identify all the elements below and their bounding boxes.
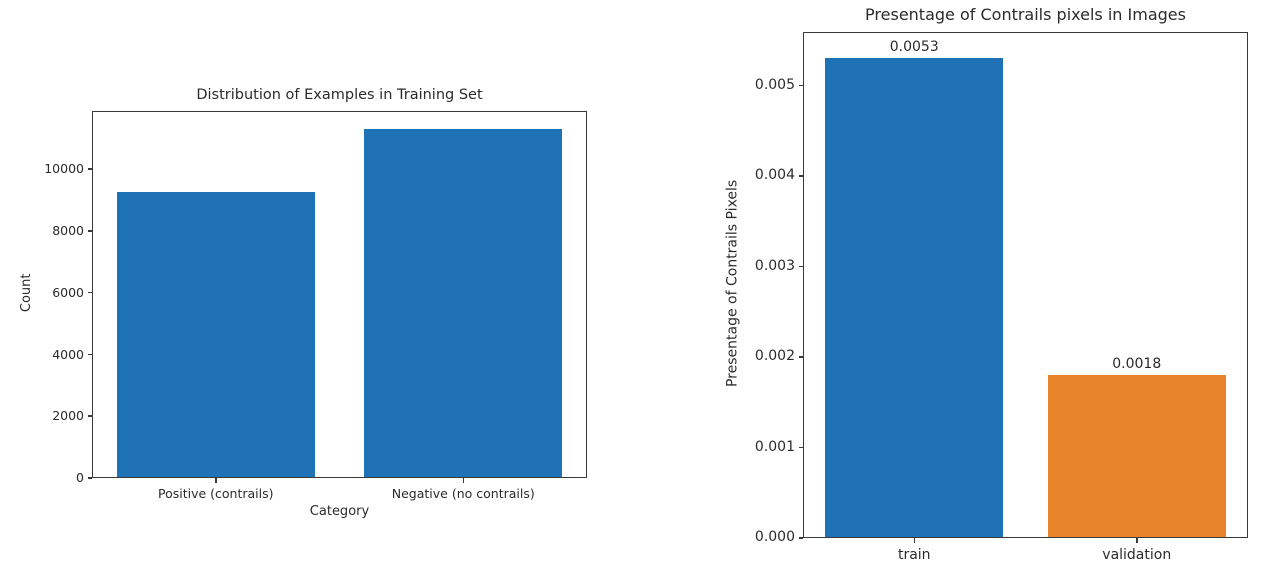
x-tick-mark [215,478,217,483]
y-tick-label: 0.003 [754,257,795,274]
y-tick-label: 0.005 [754,76,795,93]
y-tick-label: 8000 [52,223,84,239]
y-tick-label: 0.000 [754,529,795,546]
bar-validation [1047,375,1226,538]
x-tick-label: train [897,547,931,563]
bar-value-label: 0.0053 [889,39,939,56]
plot-area [803,32,1248,538]
y-tick-mark [798,537,803,539]
bar-train [825,58,1004,538]
y-tick-label: 0.004 [754,167,795,184]
x-tick-mark [1136,538,1138,543]
bar-value-label: 0.0018 [1112,356,1162,373]
x-tick-label: validation [1102,547,1172,563]
y-tick-mark [87,353,92,356]
bar-positive-contrails [116,192,315,478]
x-tick-mark [462,478,464,483]
y-tick-mark [798,265,803,268]
y-tick-mark [87,477,92,479]
y-tick-label: 0.001 [754,438,795,455]
y-tick-mark [798,446,803,449]
y-tick-label: 0.002 [754,348,795,365]
y-axis-label: Presentage of Contrails Pixels [724,179,741,388]
y-tick-label: 0 [76,470,84,486]
plot-area [92,111,587,478]
x-tick-label: Positive (contrails) [157,486,274,501]
y-tick-mark [798,356,803,358]
x-tick-label: Negative (no contrails) [391,486,535,501]
y-tick-mark [798,84,803,87]
bar-negative-no-contrails [364,128,563,478]
x-tick-mark [913,538,915,543]
y-tick-mark [87,230,92,232]
y-tick-mark [87,415,92,417]
y-tick-mark [798,175,803,177]
y-tick-mark [87,168,92,170]
y-tick-label: 10000 [44,161,84,177]
chart-title: Presentage of Contrails pixels in Images [865,5,1186,24]
y-tick-mark [87,291,92,294]
y-tick-label: 4000 [52,346,84,362]
x-axis-label: Category [309,504,370,519]
y-tick-label: 6000 [52,284,84,300]
y-tick-label: 2000 [52,408,84,424]
chart-title: Distribution of Examples in Training Set [196,87,483,103]
